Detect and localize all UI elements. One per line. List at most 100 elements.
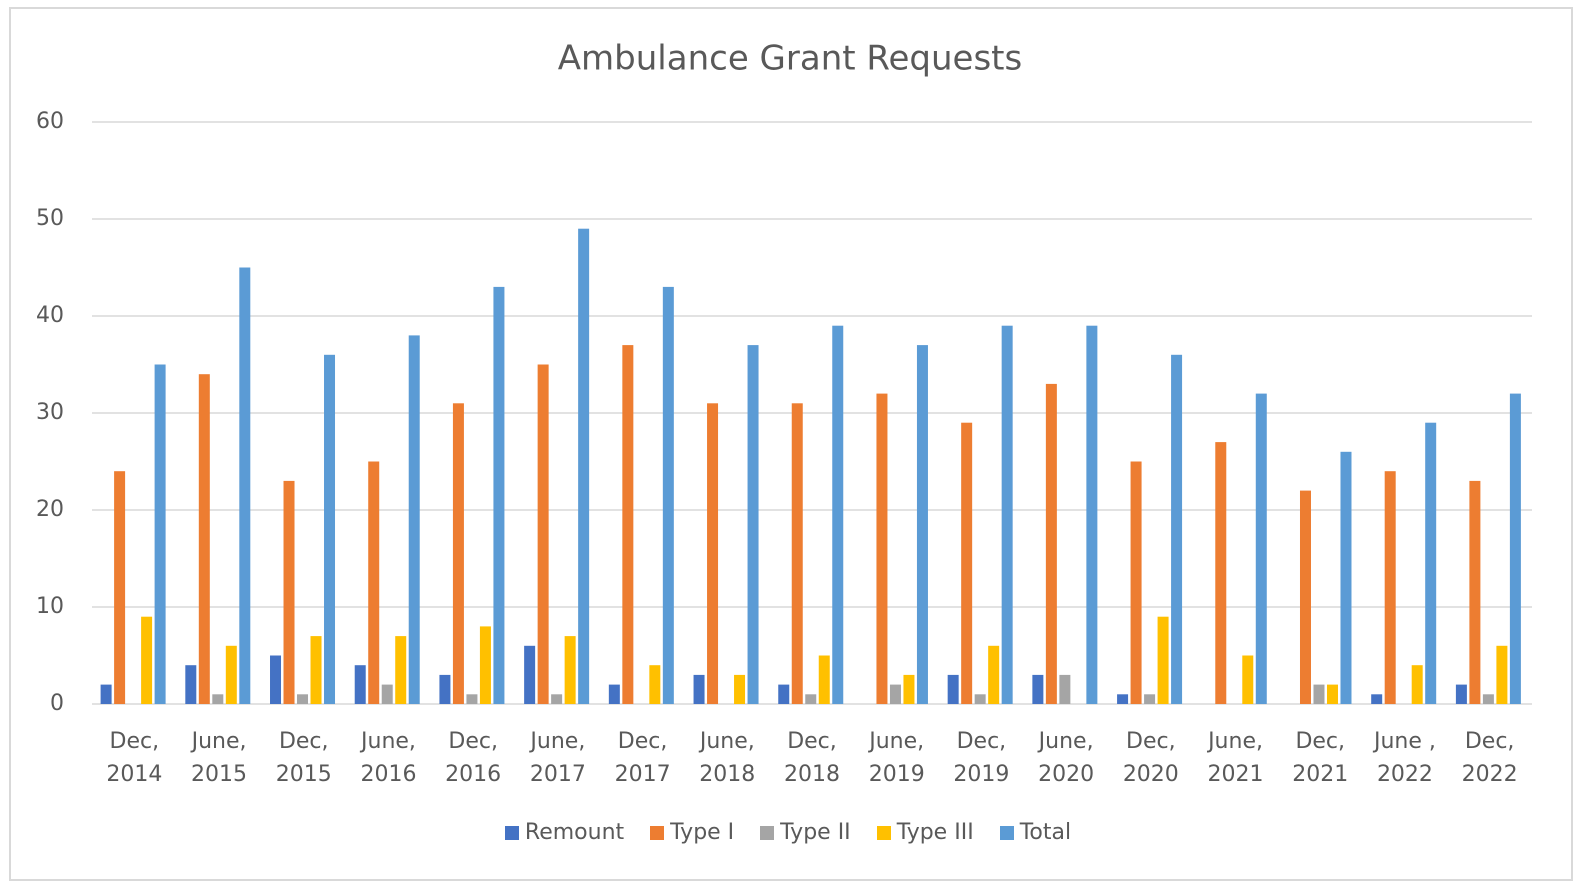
x-tick-label: Dec, 2018 [784, 729, 840, 787]
x-tick-label: June, 2017 [529, 729, 586, 787]
bar [832, 325, 844, 704]
bar [974, 694, 986, 704]
bar [225, 645, 237, 704]
bar [524, 645, 536, 704]
legend-swatch [650, 825, 665, 840]
bar [212, 694, 224, 704]
bar [1045, 383, 1057, 704]
x-tick-label: Dec, 2014 [106, 729, 163, 787]
bar [1001, 325, 1013, 704]
bar [608, 684, 620, 704]
bar [1313, 684, 1325, 704]
legend-label: Total [1019, 820, 1072, 845]
bar [916, 345, 928, 704]
bar [1455, 684, 1467, 704]
bar [381, 684, 393, 704]
bar [1509, 393, 1521, 704]
legend-label: Type I [670, 820, 735, 845]
x-tick-label: Dec, 2019 [953, 729, 1010, 787]
legend-swatch [760, 825, 775, 840]
bar [1086, 325, 1098, 704]
y-tick-label: 10 [36, 594, 64, 619]
legend-item: Remount [504, 820, 625, 845]
bar [1411, 665, 1423, 704]
bar [466, 694, 478, 704]
bar [452, 403, 464, 704]
legend-item: Type II [760, 820, 851, 845]
bar [805, 694, 817, 704]
bar [1326, 684, 1338, 704]
bar [662, 286, 674, 704]
bar [408, 335, 420, 704]
bar [1384, 471, 1396, 704]
x-tick-label: June , 2022 [1373, 729, 1436, 787]
bar [622, 345, 634, 704]
bar [1032, 674, 1044, 704]
bar [354, 665, 366, 704]
legend-label: Type II [780, 820, 851, 845]
x-tick-label: June, 2019 [868, 729, 925, 787]
chart-title: Ambulance Grant Requests [558, 39, 1022, 79]
x-tick-label: Dec, 2020 [1122, 729, 1179, 787]
bar [649, 665, 661, 704]
bar [903, 674, 915, 704]
legend-label: Remount [524, 820, 625, 845]
bar [707, 403, 719, 704]
y-tick-label: 50 [36, 206, 64, 231]
bar [693, 674, 705, 704]
legend-label: Type III [896, 820, 974, 845]
y-tick-label: 60 [36, 109, 64, 134]
bar [947, 674, 959, 704]
bar [1157, 616, 1169, 704]
bar [198, 374, 210, 704]
x-tick-label: Dec, 2015 [275, 729, 332, 787]
bar [1171, 354, 1183, 704]
bar [1130, 461, 1142, 704]
x-tick-label: June, 2016 [360, 729, 417, 787]
bar [100, 684, 112, 704]
bar [185, 665, 197, 704]
bar [439, 674, 451, 704]
bar [283, 480, 295, 704]
bar [270, 655, 282, 704]
x-tick-label: June, 2018 [699, 729, 756, 787]
bar [1255, 393, 1267, 704]
bar [1144, 694, 1156, 704]
x-tick-label: Dec, 2017 [614, 729, 671, 787]
bar [747, 345, 759, 704]
bar [537, 364, 549, 704]
bar [961, 422, 973, 704]
legend-swatch [999, 825, 1014, 840]
bar [1059, 674, 1071, 704]
y-tick-label: 0 [50, 691, 64, 716]
y-tick-label: 30 [36, 400, 64, 425]
legend-swatch [504, 825, 519, 840]
bar [578, 228, 590, 704]
bar [368, 461, 380, 704]
bar [1299, 490, 1311, 704]
bar [734, 674, 746, 704]
x-tick-label: Dec, 2016 [445, 729, 502, 787]
bar [1496, 645, 1508, 704]
bar [889, 684, 901, 704]
bar [1340, 451, 1352, 704]
bar [479, 626, 491, 704]
bar [1215, 442, 1227, 704]
bar [141, 616, 153, 704]
bar [1371, 694, 1383, 704]
bar [818, 655, 830, 704]
bar [876, 393, 888, 704]
x-tick-label: Dec, 2021 [1292, 729, 1349, 787]
bar [297, 694, 309, 704]
bar [1469, 480, 1481, 704]
legend-item: Type I [650, 820, 734, 845]
y-tick-label: 40 [36, 303, 64, 328]
bar [239, 267, 251, 704]
bar [1482, 694, 1494, 704]
bar [551, 694, 563, 704]
legend-swatch [876, 825, 891, 840]
bar [988, 645, 1000, 704]
bar [154, 364, 166, 704]
